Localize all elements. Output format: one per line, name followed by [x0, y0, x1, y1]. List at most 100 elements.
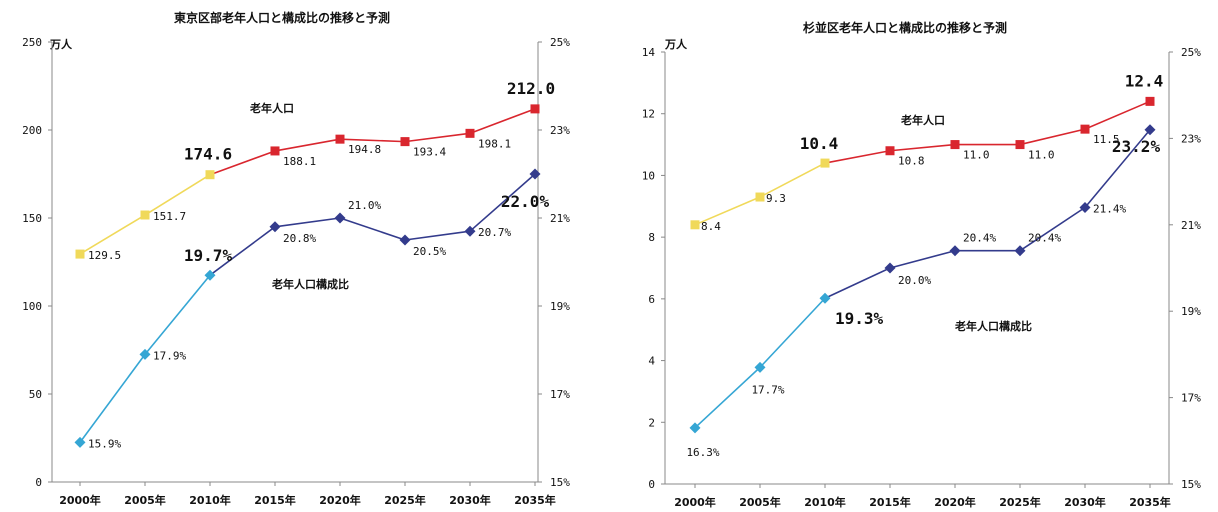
left-tick-label: 10 — [642, 169, 655, 182]
data-label: 20.5% — [413, 245, 446, 258]
right-tick-label: 15% — [550, 476, 570, 489]
ratio-marker — [399, 234, 411, 246]
data-label: 188.1 — [283, 155, 316, 168]
ratio-marker — [74, 436, 86, 448]
series-0-segment — [1084, 100, 1151, 130]
right-tick-label: 19% — [550, 300, 570, 313]
left-tick-label: 0 — [35, 476, 42, 489]
right-tick-label: 25% — [550, 36, 570, 49]
series-1-segment — [889, 249, 956, 269]
series-name-label: 老年人口 — [900, 113, 945, 127]
data-label: 194.8 — [348, 143, 381, 156]
series-1-segment — [1019, 206, 1086, 252]
series-0-segment — [209, 150, 276, 176]
x-tick-label: 2005年 — [124, 493, 166, 507]
data-label: 11.5 — [1093, 133, 1120, 146]
data-label: 17.9% — [153, 349, 186, 362]
right-tick-label: 17% — [1181, 392, 1201, 405]
data-label: 10.4 — [800, 134, 839, 153]
x-tick-label: 2035年 — [1129, 495, 1171, 509]
x-tick-label: 2025年 — [384, 493, 426, 507]
chart-title: 杉並区老年人口と構成比の推移と予測 — [803, 20, 1007, 35]
population-marker — [75, 249, 85, 259]
series-1-segment — [759, 297, 826, 368]
series-1-segment — [404, 230, 471, 241]
population-marker — [1015, 140, 1025, 150]
right-tick-label: 19% — [1181, 305, 1201, 318]
data-label: 11.0 — [1028, 149, 1055, 162]
right-tick-label: 15% — [1181, 478, 1201, 491]
series-1-segment — [339, 217, 406, 241]
x-tick-label: 2000年 — [674, 495, 716, 509]
population-marker — [205, 170, 215, 180]
ratio-marker — [949, 245, 961, 257]
data-label: 20.0% — [898, 274, 931, 287]
data-label: 12.4 — [1125, 71, 1164, 90]
series-name-label: 老年人口構成比 — [954, 319, 1032, 333]
left-tick-label: 250 — [22, 36, 42, 49]
ratio-marker — [334, 212, 346, 224]
ratio-marker — [139, 348, 151, 360]
left-tick-label: 200 — [22, 124, 42, 137]
data-label: 20.7% — [478, 226, 511, 239]
data-label: 151.7 — [153, 210, 186, 223]
data-label: 8.4 — [701, 220, 721, 233]
data-label: 19.3% — [835, 309, 884, 328]
data-label: 22.0% — [501, 192, 550, 211]
right-tick-label: 23% — [550, 124, 570, 137]
y-axis-unit: 万人 — [49, 37, 73, 51]
y-axis-unit: 万人 — [664, 37, 688, 51]
left-tick-label: 12 — [642, 108, 655, 121]
series-1-segment — [144, 274, 211, 355]
x-tick-label: 2010年 — [189, 493, 231, 507]
data-label: 193.4 — [413, 146, 446, 159]
data-label: 10.8 — [898, 155, 925, 168]
ratio-marker — [754, 361, 766, 373]
data-label: 21.4% — [1093, 203, 1126, 216]
data-label: 174.6 — [184, 145, 232, 164]
left-tick-label: 4 — [648, 355, 655, 368]
series-0-segment — [339, 138, 406, 143]
population-marker — [140, 210, 150, 220]
population-marker — [950, 140, 960, 150]
population-marker — [1145, 96, 1155, 106]
ratio-marker — [269, 221, 281, 233]
series-0-segment — [144, 174, 211, 216]
ratio-marker — [464, 225, 476, 237]
series-0-segment — [889, 143, 956, 152]
ratio-marker — [1079, 202, 1091, 214]
x-tick-label: 2030年 — [1064, 495, 1106, 509]
series-0-segment — [404, 132, 471, 143]
left-tick-label: 100 — [22, 300, 42, 313]
data-label: 11.0 — [963, 149, 990, 162]
left-tick-label: 14 — [642, 46, 656, 59]
population-marker — [755, 192, 765, 202]
chart-title: 東京区部老年人口と構成比の推移と予測 — [174, 10, 390, 25]
population-marker — [690, 220, 700, 230]
population-marker — [1080, 124, 1090, 134]
series-1-segment — [209, 226, 276, 276]
x-tick-label: 2030年 — [449, 493, 491, 507]
data-label: 17.7% — [751, 383, 784, 396]
x-tick-label: 2015年 — [869, 495, 911, 509]
data-label: 129.5 — [88, 249, 121, 262]
series-1-segment — [79, 353, 146, 443]
ratio-marker — [819, 292, 831, 304]
series-0-segment — [469, 108, 536, 135]
series-1-segment — [694, 366, 761, 429]
ratio-marker — [689, 422, 701, 434]
series-0-segment — [1019, 128, 1086, 146]
population-marker — [885, 146, 895, 156]
data-label: 21.0% — [348, 199, 381, 212]
x-tick-label: 2025年 — [999, 495, 1041, 509]
x-tick-label: 2035年 — [514, 493, 556, 507]
left-tick-label: 6 — [648, 293, 655, 306]
series-1-segment — [274, 217, 341, 228]
ratio-marker — [1144, 124, 1156, 136]
left-tick-label: 8 — [648, 231, 655, 244]
data-label: 19.7% — [184, 246, 233, 265]
series-0-segment — [79, 214, 146, 255]
data-label: 23.2% — [1112, 137, 1161, 156]
population-marker — [465, 128, 475, 138]
